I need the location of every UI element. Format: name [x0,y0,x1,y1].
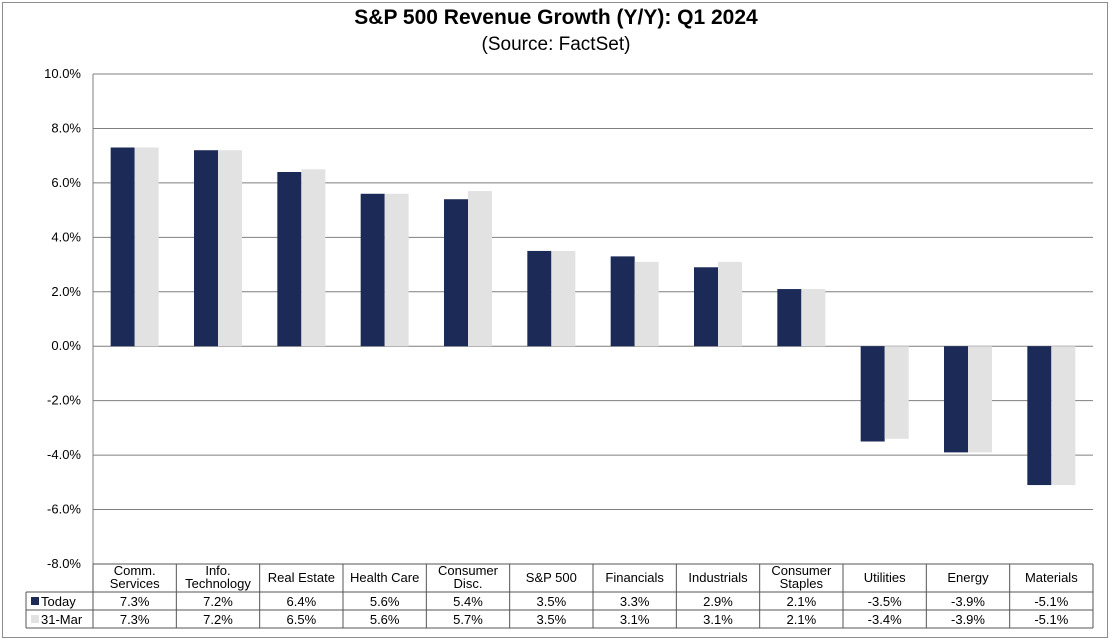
bar-31-mar [884,346,909,439]
bar-31-mar [551,250,576,347]
y-tick-label: 10.0% [44,66,81,81]
bar-today [944,346,968,453]
y-tick-label: -2.0% [47,393,81,408]
y-tick-label: 2.0% [51,284,81,299]
y-tick-label: 0.0% [51,338,81,353]
bar-31-mar [1051,346,1076,486]
category-label: Real Estate [268,570,335,585]
chart-subtitle: (Source: FactSet) [481,34,631,55]
category-label: Consumer [438,563,499,578]
legend-label: Today [41,594,76,609]
bar-today [277,172,302,347]
data-label: 3.5% [537,594,567,609]
category-label: Materials [1025,570,1078,585]
bar-today [360,193,385,347]
data-label: 5.6% [370,594,400,609]
data-label: 5.4% [453,594,483,609]
y-tick-label: 4.0% [51,229,81,244]
data-label: 3.3% [620,594,650,609]
data-label: -3.9% [951,594,985,609]
bar-31-mar [801,289,826,347]
y-tick-label: 6.0% [51,175,81,190]
data-label: -3.5% [868,594,902,609]
category-label: Utilities [864,570,906,585]
legend-label: 31-Mar [41,612,83,627]
category-label: Financials [605,570,664,585]
y-tick-label: -6.0% [47,502,81,517]
bar-today [1027,346,1052,486]
data-label: 7.2% [203,594,233,609]
bar-today [777,289,802,347]
bar-31-mar [384,193,409,347]
y-tick-label: -8.0% [47,556,81,571]
y-tick-label: 8.0% [51,120,81,135]
bar-31-mar [134,147,159,347]
data-label: 5.7% [453,612,483,627]
data-label: 5.6% [370,612,400,627]
data-label: -5.1% [1034,612,1068,627]
data-label: 6.4% [287,594,317,609]
bar-today [444,199,468,347]
legend-key-today [31,597,39,605]
category-label: Info. [205,563,230,578]
bar-31-mar [718,261,742,347]
bar-today [527,250,552,347]
data-label: 2.1% [787,594,817,609]
category-label: Comm. [114,563,156,578]
data-label: -3.4% [868,612,902,627]
category-label: Technology [185,576,251,591]
bar-today [860,346,885,442]
data-label: 6.5% [287,612,317,627]
category-label: Services [110,576,160,591]
data-label: 2.9% [703,594,733,609]
category-label: S&P 500 [526,570,577,585]
bar-today [610,256,635,347]
bar-31-mar [968,346,992,453]
category-label: Consumer [771,563,832,578]
data-label: -5.1% [1034,594,1068,609]
bar-31-mar [468,191,492,347]
data-label: 7.3% [120,594,150,609]
bar-today [194,150,218,347]
bar-31-mar [218,150,242,347]
data-label: 3.1% [703,612,733,627]
category-label: Industrials [688,570,748,585]
bar-31-mar [634,261,659,347]
y-tick-label: -4.0% [47,447,81,462]
data-label: 7.3% [120,612,150,627]
chart-title: S&P 500 Revenue Growth (Y/Y): Q1 2024 [354,6,758,29]
bar-31-mar [301,169,326,347]
data-label: 3.1% [620,612,650,627]
category-label: Energy [947,570,989,585]
data-label: 2.1% [787,612,817,627]
category-label: Staples [780,576,824,591]
legend-key-31-mar [31,615,39,623]
category-label: Health Care [350,570,419,585]
bar-today [694,267,718,347]
category-label: Disc. [454,576,483,591]
data-label: 3.5% [537,612,567,627]
bar-today [110,147,135,347]
data-label: -3.9% [951,612,985,627]
data-label: 7.2% [203,612,233,627]
